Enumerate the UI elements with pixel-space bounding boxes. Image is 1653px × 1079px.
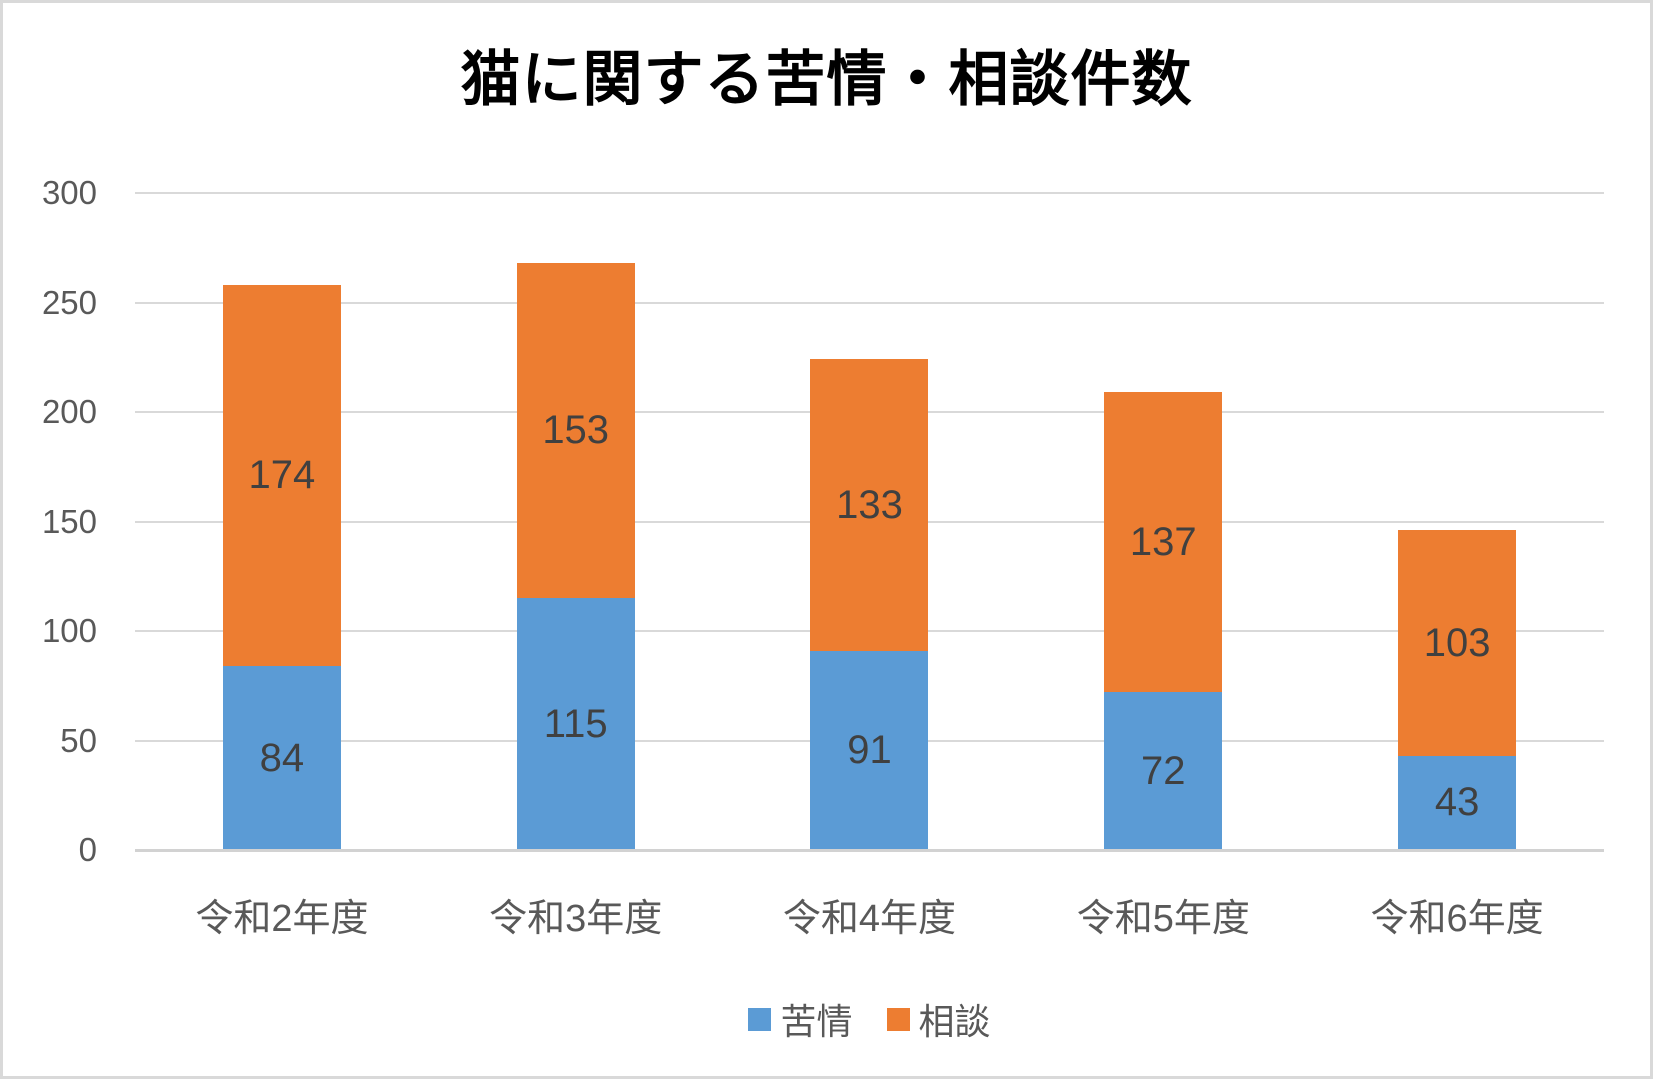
bar-segment-苦情-4: 72: [1104, 692, 1223, 850]
data-label-苦情-3: 91: [847, 727, 892, 772]
legend-item-苦情: 苦情: [748, 993, 853, 1045]
legend-label: 苦情: [780, 1001, 853, 1042]
bar-segment-相談-4: 137: [1104, 392, 1223, 693]
bar-segment-相談-1: 174: [222, 285, 341, 667]
bar-slot-1: 84 174: [135, 193, 429, 850]
bar-stack-2: 115 153: [516, 263, 635, 850]
bar-slot-5: 43 103: [1310, 193, 1604, 850]
x-category-label-3: 令和4年度: [782, 898, 957, 940]
y-axis-labels: 0 50 100 150 200 250 300: [3, 174, 107, 868]
x-category-label-5: 令和6年度: [1370, 898, 1544, 940]
bar-stack-3: 91 133: [810, 359, 929, 850]
bar-segment-苦情-3: 91: [810, 650, 929, 850]
legend-swatch-icon: [886, 1007, 910, 1031]
legend-swatch-icon: [748, 1007, 772, 1031]
data-label-相談-3: 133: [836, 482, 903, 527]
data-label-相談-5: 103: [1423, 620, 1491, 665]
bar-slot-3: 91 133: [723, 193, 1017, 850]
legend-item-相談: 相談: [886, 993, 991, 1045]
data-label-相談-2: 153: [542, 408, 610, 453]
gridline-250: [135, 301, 1604, 304]
legend: 苦情 相談: [135, 993, 1604, 1045]
data-label-苦情-2: 115: [543, 701, 608, 746]
y-tick-label-0: 0: [78, 831, 97, 868]
bars-container: 84 174 115 153 91 133 72 137 43 103: [135, 193, 1604, 850]
bar-segment-苦情-5: 43: [1398, 755, 1517, 850]
data-label-苦情-4: 72: [1141, 748, 1186, 793]
bar-slot-4: 72 137: [1016, 193, 1310, 850]
plot-area: 84 174 115 153 91 133 72 137 43 103: [135, 192, 1604, 852]
legend-label: 相談: [918, 1001, 991, 1042]
bar-slot-2: 115 153: [429, 193, 723, 850]
y-tick-label-250: 250: [41, 283, 97, 321]
y-tick-label-50: 50: [60, 721, 97, 759]
chart-title: 猫に関する苦情・相談件数: [460, 46, 1193, 113]
x-axis-labels: 令和2年度 令和3年度 令和4年度 令和5年度 令和6年度: [135, 887, 1604, 942]
x-axis-line: [135, 849, 1604, 852]
x-category-label-4: 令和5年度: [1076, 898, 1250, 940]
data-label-相談-1: 174: [248, 453, 316, 498]
x-category-label-2: 令和3年度: [489, 898, 663, 940]
x-category-label-1: 令和2年度: [195, 898, 369, 940]
data-label-苦情-5: 43: [1434, 780, 1480, 825]
bar-segment-相談-5: 103: [1398, 530, 1517, 756]
y-tick-label-300: 300: [41, 174, 97, 211]
bar-segment-相談-3: 133: [810, 359, 929, 651]
bar-segment-苦情-1: 84: [222, 666, 341, 850]
bar-segment-相談-2: 153: [516, 263, 635, 599]
bar-stack-5: 43 103: [1398, 530, 1517, 850]
y-tick-label-150: 150: [41, 502, 97, 540]
data-label-苦情-1: 84: [259, 735, 305, 780]
y-tick-label-200: 200: [41, 393, 97, 430]
y-tick-label-100: 100: [41, 612, 97, 649]
bar-stack-1: 84 174: [222, 285, 341, 850]
bar-stack-4: 72 137: [1104, 392, 1223, 850]
gridline-300: [135, 192, 1604, 194]
data-label-相談-4: 137: [1129, 519, 1197, 564]
bar-segment-苦情-2: 115: [516, 598, 635, 850]
